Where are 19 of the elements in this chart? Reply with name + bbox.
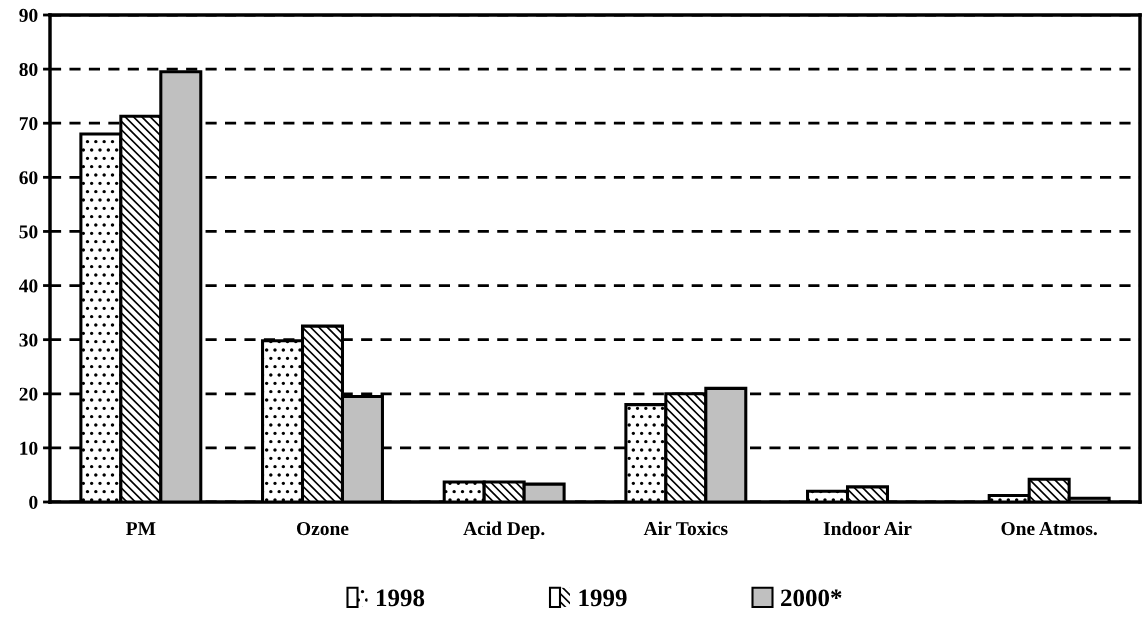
y-tick-label: 60 bbox=[19, 171, 38, 185]
x-tick-label: Air Toxics bbox=[643, 521, 728, 536]
x-tick-label: Indoor Air bbox=[823, 521, 912, 536]
x-tick-label: PM bbox=[126, 522, 156, 535]
y-tick-label: 20 bbox=[19, 387, 38, 401]
legend-label: 1998 bbox=[377, 589, 425, 607]
y-tick-label: 30 bbox=[19, 333, 38, 347]
y-tick-label: 10 bbox=[20, 441, 38, 455]
x-tick-label: Acid Dep. bbox=[463, 521, 545, 540]
x-tick-label: Ozone bbox=[296, 522, 349, 536]
y-tick-label: 80 bbox=[19, 62, 38, 77]
legend-label: 2000* bbox=[781, 589, 842, 607]
x-tick-label: One Atmos. bbox=[1001, 522, 1097, 536]
y-tick-label: 50 bbox=[19, 225, 38, 239]
y-tick-label: 0 bbox=[29, 495, 38, 509]
legend-label: 1999 bbox=[579, 589, 627, 607]
y-tick-label: 40 bbox=[19, 279, 38, 293]
y-tick-label: 70 bbox=[19, 117, 38, 131]
y-tick-label: 90 bbox=[19, 8, 38, 22]
